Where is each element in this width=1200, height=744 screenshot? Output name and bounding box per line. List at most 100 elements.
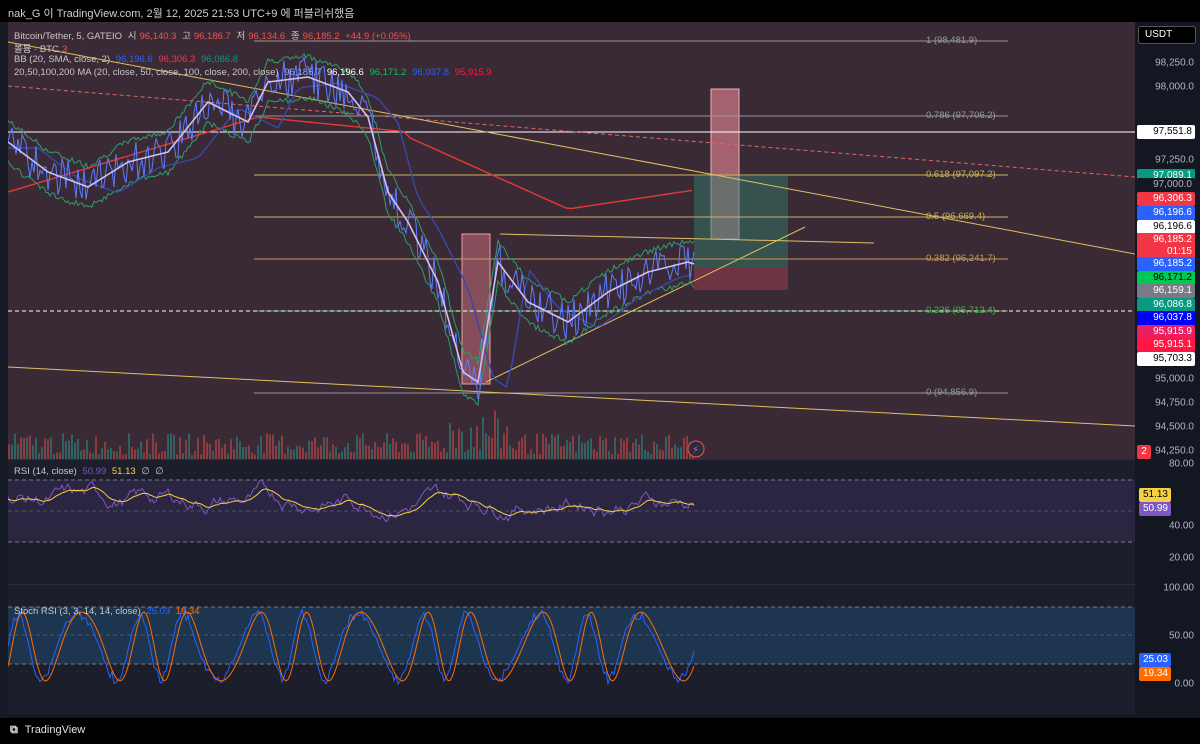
volume-bar [101,448,103,459]
rsi-pane[interactable]: RSI (14, close) 50.99 51.13 ∅ ∅ [8,460,1135,584]
volume-bar [260,436,262,459]
stoch-d-line [8,611,695,682]
volume-bar [89,452,91,459]
volume-bar [350,451,352,459]
volume-bar [131,446,133,459]
price-tick: 94,750.0 [1155,397,1194,409]
eye-off-icon[interactable]: ∅ [141,466,150,477]
volume-bar [581,442,583,459]
volume-bar [317,447,319,459]
volume-bar [500,448,502,459]
volume-bar [410,451,412,459]
volume-bar [524,434,526,459]
volume-bar [371,448,373,459]
pane-separator-2[interactable] [8,584,1135,585]
volume-bar [185,440,187,459]
legend-h-label: 고 [182,31,191,42]
price-label: 96,196.6 [1137,206,1195,220]
volume-bar [95,435,97,459]
ma200-line [8,116,693,210]
price-tick: 95,000.0 [1155,373,1194,385]
volume-bar [38,453,40,459]
price-label: 95,915.1 [1137,338,1195,352]
volume-bar [395,441,397,459]
volume-bar [491,437,493,459]
volume-bar [539,453,541,459]
volume-bar [560,446,562,459]
volume-bar [392,438,394,459]
volume-bar [281,435,283,459]
volume-bar [674,444,676,459]
volume-bar [635,438,637,459]
rsi-ma-value: 51.13 [111,466,136,477]
volume-bar [578,434,580,459]
volume-bar [506,426,508,459]
price-tick: 94,250.0 [1155,445,1194,457]
volume-bar [278,440,280,459]
volume-bar [332,444,334,459]
volume-bar [164,450,166,459]
volume-bar [626,437,628,459]
volume-bar [620,438,622,459]
volume-bar [26,437,28,459]
bb-upper: 96,306.3 [158,54,196,65]
volume-bar [608,450,610,459]
rsi-line [8,479,695,523]
stoch-legend: Stoch RSI (3, 3, 14, 14, close) 25.03 19… [14,606,203,617]
alert-marker[interactable] [687,440,705,458]
stoch-rsi-pane[interactable]: Stoch RSI (3, 3, 14, 14, close) 25.03 19… [8,585,1135,715]
ascending-trend-line [485,226,806,383]
bb-lower-line [8,95,695,407]
volume-bar [572,435,574,459]
rsi-chart-svg [8,479,1135,543]
volume-bar [71,434,73,459]
volume-bar [521,437,523,459]
volume-bar [641,434,643,459]
volume-bar [416,433,418,459]
volume-bar [56,452,58,459]
volume-bar [17,444,19,459]
bb-basis: 96,196.6 [115,54,153,65]
volume-bar [194,451,196,459]
volume-bar [530,449,532,459]
indicator-tick: 50.00 [1168,630,1194,642]
eye-off-icon-2[interactable]: ∅ [155,466,164,477]
descending-trend-line [8,41,1135,255]
volume-bar [23,438,25,459]
volume-bar [92,453,94,459]
volume-bar [671,447,673,459]
volume-bar [515,449,517,459]
volume-bar [80,450,82,459]
price-label: 96,185.2 [1137,257,1195,271]
price-chart-svg: ⚡ [8,40,1135,459]
volume-bar [386,433,388,459]
tradingview-logo-icon[interactable]: ⧉ [10,724,18,736]
volume-bar [47,439,49,459]
volume-bar [545,437,547,459]
price-label: 96,086.8 [1137,298,1195,312]
pane-separator[interactable] [8,459,1135,460]
volume-bar [122,454,124,459]
indicator-value-label: 51.13 [1139,488,1171,502]
volume-bar [323,436,325,459]
price-label: 01:15 [1137,245,1195,259]
legend-change: +44.9 (+0.05%) [345,31,411,42]
legend-c: 96,185.2 [302,31,340,42]
footer-brand[interactable]: TradingView [24,724,86,736]
volume-bar [656,444,658,459]
volume-bar [206,442,208,459]
volume-bar [362,433,364,459]
volume-bar [518,441,520,459]
volume-bar [149,453,151,459]
volume-bar [98,454,100,459]
volume-bar [593,449,595,459]
volume-bar [419,433,421,459]
price-axis[interactable]: USDT 98,250.0 98,000.0 97,250.0 95,000.0 94,… [1135,22,1200,718]
fib-label-1: 0.786 (97,706.2) [926,110,996,121]
volume-bar [251,452,253,459]
fib-label-6: 0 (94,856.9) [926,387,978,398]
volume-bar [638,444,640,459]
currency-badge[interactable]: USDT [1138,26,1196,44]
